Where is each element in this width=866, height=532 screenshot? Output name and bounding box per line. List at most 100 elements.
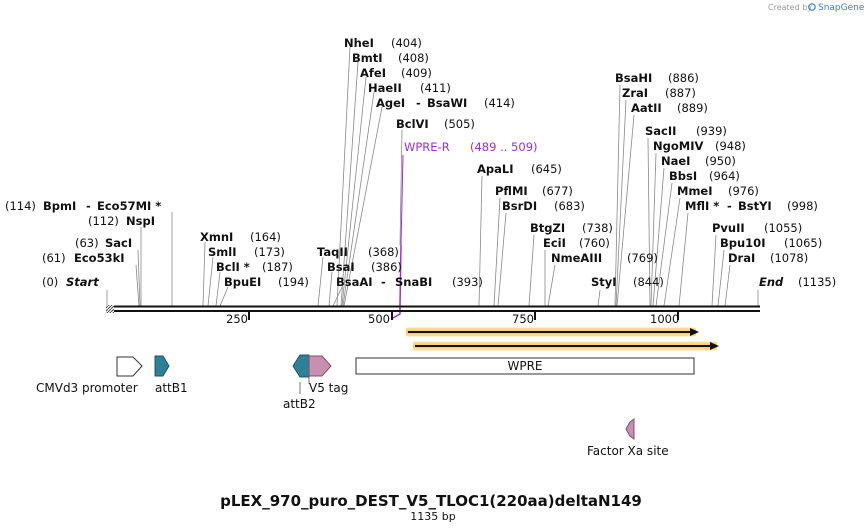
leader-lines (135, 46, 731, 307)
site-eco57mi[interactable]: Eco57MI * (97, 199, 161, 213)
site-haeii[interactable]: HaeII (368, 81, 402, 95)
start-label: Start (66, 275, 99, 289)
site-ecii[interactable]: EciI (543, 236, 566, 250)
site-eco53ki[interactable]: Eco53kI (74, 251, 125, 265)
svg-text:-: - (416, 96, 421, 110)
svg-text:(164): (164) (250, 230, 281, 244)
site-btgzi[interactable]: BtgZI (530, 221, 565, 235)
svg-text:(187): (187) (262, 260, 293, 274)
svg-text:(393): (393) (452, 275, 483, 289)
feature-v5-tag[interactable]: V5 tag (308, 355, 348, 395)
svg-text:(404): (404) (391, 36, 422, 50)
orf-arrow-1[interactable] (406, 327, 699, 337)
site-naei[interactable]: NaeI (661, 154, 690, 168)
feature-attb1[interactable]: attB1 (154, 355, 188, 395)
svg-text:(409): (409) (401, 66, 432, 80)
svg-text:(677): (677) (542, 184, 573, 198)
svg-text:WPRE: WPRE (507, 359, 542, 373)
tick-label-1000: 1000 (650, 312, 679, 326)
site-bsrdi[interactable]: BsrDI (502, 199, 537, 213)
site-bsaai[interactable]: BsaAI (336, 275, 373, 289)
svg-text:(114): (114) (5, 199, 36, 213)
svg-text:(738): (738) (582, 221, 613, 235)
tick-label-250: 250 (226, 312, 248, 326)
svg-text:WPRE-R: WPRE-R (404, 140, 450, 154)
svg-text:-: - (86, 199, 91, 213)
svg-text:(61): (61) (42, 251, 66, 265)
svg-text:(1078): (1078) (770, 251, 808, 265)
svg-text:(998): (998) (787, 199, 818, 213)
site-bclvi[interactable]: BclVI (396, 117, 429, 131)
feature-cmvd3-promoter[interactable]: CMVd3 promoter (36, 356, 143, 395)
feature-factor-xa-site[interactable]: Factor Xa site (587, 418, 669, 458)
site-sacii[interactable]: SacII (645, 124, 676, 138)
site-aatii[interactable]: AatII (631, 101, 662, 115)
site-zrai[interactable]: ZraI (622, 86, 648, 100)
site-smli[interactable]: SmlI (208, 245, 237, 259)
site-bsahi[interactable]: BsaHI (615, 71, 652, 85)
svg-text:CMVd3 promoter: CMVd3 promoter (36, 381, 138, 395)
site-mfli[interactable]: MflI * (685, 199, 719, 213)
site-nhei[interactable]: NheI (344, 36, 374, 50)
site-drai[interactable]: DraI (728, 251, 755, 265)
site-bpmi[interactable]: BpmI (43, 199, 76, 213)
site-snabi[interactable]: SnaBI (395, 275, 432, 289)
snapgene-credit: Created by SnapGene (768, 3, 865, 13)
svg-text:(489 .. 509): (489 .. 509) (470, 140, 538, 154)
svg-text:(386): (386) (371, 260, 402, 274)
map-length: 1135 bp (410, 510, 455, 523)
svg-text:(63): (63) (75, 236, 99, 250)
svg-text:(645): (645) (531, 162, 562, 176)
svg-text:(683): (683) (554, 199, 585, 213)
site-xmni[interactable]: XmnI (200, 230, 233, 244)
svg-text:(194): (194) (278, 275, 309, 289)
svg-text:attB2: attB2 (283, 397, 316, 411)
site-bpu10i[interactable]: Bpu10I (720, 236, 765, 250)
site-styi[interactable]: StyI (591, 275, 617, 289)
dna-backbone[interactable] (106, 305, 760, 313)
map-title: pLEX_970_puro_DEST_V5_TLOC1(220aa)deltaN… (220, 492, 642, 510)
site-bsai[interactable]: BsaI (327, 260, 355, 274)
svg-text:Created by: Created by (768, 3, 812, 12)
ruler: 250 500 750 1000 (226, 311, 679, 326)
site-agei[interactable]: AgeI (376, 96, 405, 110)
svg-text:(0): (0) (42, 275, 58, 289)
svg-text:(173): (173) (254, 245, 285, 259)
svg-text:attB1: attB1 (155, 381, 188, 395)
site-nspi[interactable]: NspI (126, 214, 155, 228)
site-bpuei[interactable]: BpuEI (224, 275, 261, 289)
site-bbsi[interactable]: BbsI (669, 169, 697, 183)
svg-text:(760): (760) (579, 236, 610, 250)
svg-text:(769): (769) (627, 251, 658, 265)
site-mmei[interactable]: MmeI (677, 184, 713, 198)
site-pflmi[interactable]: PflMI (495, 184, 528, 198)
svg-text:(844): (844) (633, 275, 664, 289)
svg-text:(976): (976) (728, 184, 759, 198)
feature-wpre[interactable]: WPRE (355, 357, 695, 375)
svg-text:(505): (505) (444, 117, 475, 131)
orf-arrow-2[interactable] (413, 341, 719, 351)
tick-label-750: 750 (512, 312, 534, 326)
svg-text:(368): (368) (368, 245, 399, 259)
svg-text:V5 tag: V5 tag (309, 381, 348, 395)
site-bcli[interactable]: BclI * (216, 260, 250, 274)
site-bmti[interactable]: BmtI (352, 51, 383, 65)
svg-text:(1055): (1055) (764, 221, 802, 235)
site-saci[interactable]: SacI (105, 236, 132, 250)
site-pvuii[interactable]: PvuII (712, 221, 745, 235)
svg-text:(408): (408) (398, 51, 429, 65)
start-hatch (106, 305, 114, 313)
site-ngomiv[interactable]: NgoMIV (653, 139, 703, 153)
site-taqii[interactable]: TaqII (317, 245, 348, 259)
snapgene-logo-icon (808, 3, 816, 11)
site-apali[interactable]: ApaLI (477, 162, 514, 176)
site-afei[interactable]: AfeI (360, 66, 386, 80)
site-bstyi[interactable]: BstYI (738, 199, 772, 213)
svg-text:SnapGene: SnapGene (818, 3, 865, 13)
svg-text:-: - (727, 199, 732, 213)
site-nmeaiii[interactable]: NmeAIII (551, 251, 602, 265)
primer-wpre-r[interactable]: WPRE-R (489 .. 509) (392, 140, 538, 319)
feature-attb2[interactable]: attB2 (283, 354, 316, 411)
svg-text:(964): (964) (709, 169, 740, 183)
site-bsawi[interactable]: BsaWI (427, 96, 467, 110)
